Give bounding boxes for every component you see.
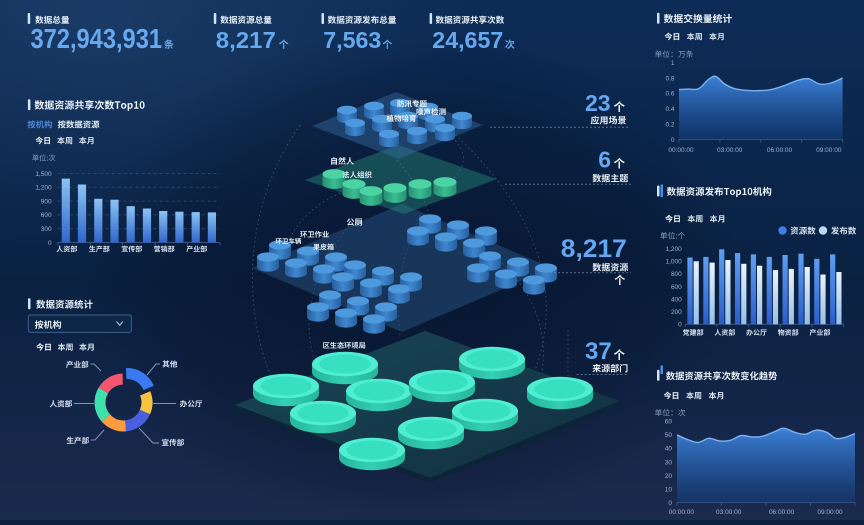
svg-text:900: 900 [41, 198, 52, 205]
svg-text:20: 20 [665, 473, 673, 480]
svg-text:0: 0 [671, 137, 675, 144]
svg-text:1,500: 1,500 [35, 171, 52, 178]
svg-text:23: 23 [585, 90, 611, 116]
svg-text:24,657: 24,657 [432, 27, 503, 53]
svg-text:0.8: 0.8 [665, 75, 674, 82]
svg-text:600: 600 [41, 212, 52, 219]
svg-text:0.6: 0.6 [665, 91, 674, 98]
svg-text:50: 50 [665, 432, 673, 439]
svg-text:06:00:00: 06:00:00 [769, 509, 795, 516]
svg-text:10: 10 [665, 486, 673, 493]
svg-text:37: 37 [585, 338, 612, 365]
svg-text:7,563: 7,563 [323, 27, 381, 53]
svg-text:00:00:00: 00:00:00 [669, 509, 695, 516]
svg-text:40: 40 [665, 446, 673, 453]
svg-text:8,217: 8,217 [561, 235, 627, 263]
svg-text:06:00:00: 06:00:00 [767, 147, 793, 154]
svg-text:60: 60 [665, 419, 673, 426]
svg-text:0: 0 [668, 500, 672, 507]
svg-text:0: 0 [48, 240, 52, 247]
svg-text:400: 400 [671, 296, 682, 303]
svg-text:8,217: 8,217 [216, 27, 276, 53]
svg-text:09:00:00: 09:00:00 [816, 147, 842, 154]
svg-text:0: 0 [678, 322, 682, 329]
svg-text:600: 600 [671, 284, 682, 291]
svg-text:1,200: 1,200 [35, 185, 52, 192]
svg-text:300: 300 [41, 226, 52, 233]
svg-text:0.4: 0.4 [665, 106, 674, 113]
svg-text:30: 30 [665, 459, 673, 466]
svg-text:1: 1 [671, 60, 675, 67]
svg-text:200: 200 [671, 309, 682, 316]
svg-text:1,000: 1,000 [666, 259, 683, 266]
svg-text:03:00:00: 03:00:00 [717, 147, 743, 154]
svg-text:1,200: 1,200 [666, 246, 683, 253]
svg-text:372,943,931: 372,943,931 [31, 23, 163, 54]
svg-text:09:00:00: 09:00:00 [817, 509, 843, 516]
svg-text:800: 800 [671, 271, 682, 278]
svg-text:6: 6 [598, 147, 611, 173]
svg-text:0.2: 0.2 [665, 121, 674, 128]
svg-text:03:00:00: 03:00:00 [716, 509, 742, 516]
svg-text:00:00:00: 00:00:00 [668, 147, 694, 154]
